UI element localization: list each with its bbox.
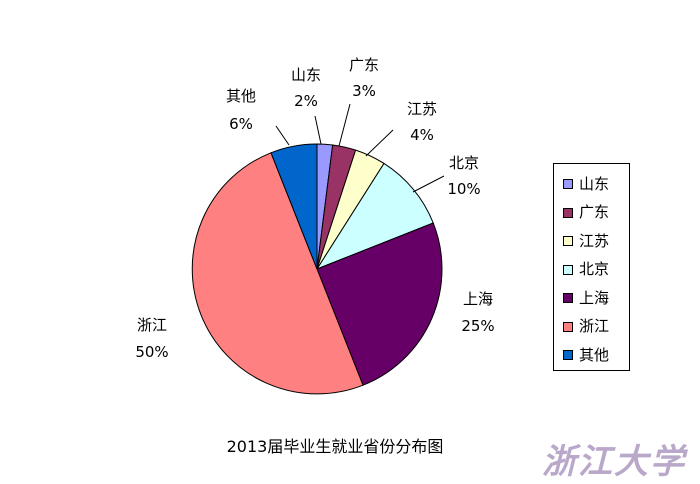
legend-item-3: 北京 [554,256,629,285]
slice-percent-4: 25% [461,317,494,335]
slice-label-2: 江苏 [407,100,437,118]
chart-legend: 山东广东江苏北京上海浙江其他 [553,163,630,371]
slice-percent-2: 4% [410,126,434,144]
legend-label-6: 其他 [579,345,610,364]
slice-label-5: 浙江 [137,316,167,334]
pie-slice-5 [191,152,364,395]
legend-label-0: 山东 [579,174,610,193]
slice-percent-1: 3% [352,82,376,100]
pie-slice-3 [315,162,434,271]
slice-label-1: 广东 [349,56,379,74]
legend-label-1: 广东 [579,203,610,222]
legend-item-2: 江苏 [554,227,629,256]
slice-label-4: 上海 [463,290,493,308]
slice-label-6: 其他 [226,87,256,105]
slice-label-3: 北京 [449,154,479,172]
legend-label-2: 江苏 [579,231,610,250]
legend-item-6: 其他 [554,341,629,370]
chart-title: 2013届毕业生就业省份分布图 [226,437,444,456]
svg-text:浙江大学: 浙江大学 [542,442,688,482]
legend-swatch-1 [563,207,573,218]
slice-label-0: 山东 [291,66,321,84]
slice-percent-5: 50% [135,343,168,361]
slice-percent-3: 10% [447,180,480,198]
legend-label-4: 上海 [579,288,610,307]
leader-line-0 [314,115,322,145]
leader-line-6 [275,125,290,146]
legend-swatch-5 [563,321,573,332]
leader-line-2 [365,129,394,157]
leader-line-3 [412,175,445,193]
slice-percent-6: 6% [229,115,253,133]
legend-item-4: 上海 [554,284,629,313]
pie-slice-6 [270,143,318,270]
legend-item-5: 浙江 [554,313,629,342]
legend-item-0: 山东 [554,170,629,199]
legend-label-5: 浙江 [579,317,610,336]
leader-line-1 [338,103,351,147]
university-logo-watermark: 浙江大学 [542,442,688,482]
legend-swatch-2 [563,236,573,247]
legend-swatch-6 [563,350,573,361]
legend-swatch-0 [563,179,573,190]
legend-label-3: 北京 [579,260,610,279]
pie-slice-4 [316,222,443,386]
legend-swatch-3 [563,264,573,275]
legend-item-1: 广东 [554,199,629,228]
legend-swatch-4 [563,293,573,304]
slice-percent-0: 2% [294,92,318,110]
